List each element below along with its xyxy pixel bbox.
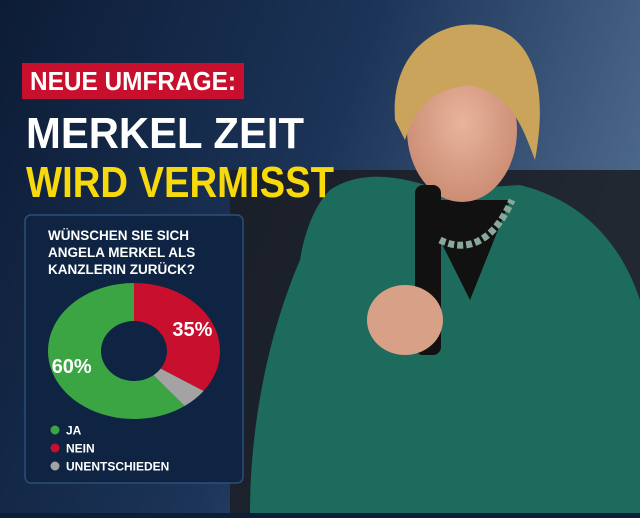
legend-swatch xyxy=(50,425,60,435)
headline: MERKEL ZEIT xyxy=(26,109,304,158)
chart-title: KANZLERIN ZURÜCK? xyxy=(48,262,195,277)
donut-segment xyxy=(48,283,185,419)
kicker-box xyxy=(22,63,244,99)
chart: WÜNSCHEN SIE SICH ANGELA MERKEL ALS KANZLE… xyxy=(48,228,220,474)
data-label: 60% xyxy=(52,356,92,378)
legend-label: NEIN xyxy=(66,442,95,456)
data-label: 35% xyxy=(172,319,212,341)
donut-segment xyxy=(153,368,204,407)
legend-swatch xyxy=(50,461,60,471)
chart-title: WÜNSCHEN SIE SICH xyxy=(48,228,189,243)
legend-label: UNENTSCHIEDEN xyxy=(66,460,169,474)
chart-title: ANGELA MERKEL ALS xyxy=(48,245,195,260)
kicker: NEUE UMFRAGE: xyxy=(30,66,236,96)
legend-label: JA xyxy=(66,424,82,438)
chart-panel xyxy=(24,214,244,484)
photo xyxy=(230,24,640,513)
legend-swatch xyxy=(50,443,60,453)
headline: WIRD VERMISST xyxy=(26,158,334,207)
donut-segment xyxy=(134,283,220,391)
